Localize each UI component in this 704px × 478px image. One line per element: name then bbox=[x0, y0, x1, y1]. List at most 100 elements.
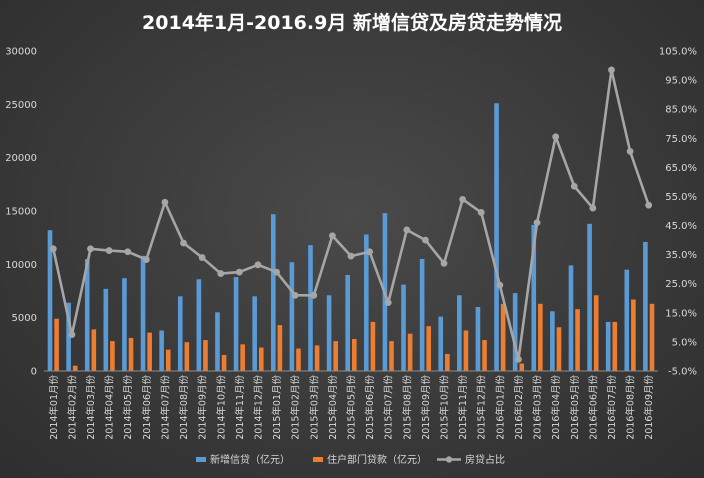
y-right-tick-6: 55.0% bbox=[665, 192, 697, 203]
household-bar-27 bbox=[556, 327, 562, 371]
mortgage-ratio-point-25 bbox=[515, 355, 522, 363]
mortgage-ratio-point-7 bbox=[180, 239, 187, 247]
household-bar-9 bbox=[221, 355, 227, 371]
household-bar-18 bbox=[389, 341, 394, 371]
mortgage-ratio-point-29 bbox=[589, 204, 597, 212]
household-bar-30 bbox=[612, 321, 618, 371]
y-left-tick-5: 25000 bbox=[5, 100, 37, 111]
mortgage-ratio-point-4 bbox=[124, 248, 132, 256]
household-bar-5 bbox=[147, 332, 152, 371]
x-tick-0: 2014年01月份 bbox=[48, 375, 60, 440]
line-layer bbox=[49, 66, 653, 363]
x-tick-16: 2015年05月份 bbox=[346, 375, 358, 440]
household-bar-0 bbox=[54, 318, 59, 371]
credit-bar-12 bbox=[270, 214, 276, 371]
household-bar-22 bbox=[463, 330, 469, 371]
y-right-tick-11: 105.0% bbox=[659, 47, 697, 58]
y-right-tick-2: 15.0% bbox=[665, 308, 697, 319]
household-bar-29 bbox=[593, 295, 599, 371]
x-tick-28: 2016年05月份 bbox=[569, 375, 581, 440]
household-bar-14 bbox=[314, 345, 320, 371]
household-bar-7 bbox=[184, 342, 190, 371]
x-tick-27: 2016年04月份 bbox=[550, 375, 562, 440]
credit-bar-7 bbox=[177, 296, 183, 371]
household-bar-17 bbox=[370, 321, 376, 371]
mortgage-ratio-point-3 bbox=[105, 247, 113, 254]
legend-marker-2 bbox=[445, 456, 453, 463]
credit-bar-20 bbox=[419, 259, 425, 371]
mortgage-ratio-point-32 bbox=[645, 201, 653, 209]
mortgage-ratio-point-2 bbox=[87, 245, 94, 253]
household-bar-16 bbox=[352, 339, 357, 371]
x-tick-23: 2015年12月份 bbox=[476, 375, 488, 440]
credit-bar-14 bbox=[308, 245, 313, 371]
mortgage-ratio-point-13 bbox=[291, 291, 299, 299]
credit-bar-9 bbox=[215, 312, 220, 371]
credit-bar-1 bbox=[66, 302, 71, 371]
mortgage-ratio-point-5 bbox=[142, 256, 150, 263]
household-bar-23 bbox=[482, 340, 487, 371]
household-bar-15 bbox=[333, 341, 338, 371]
x-tick-17: 2015年06月份 bbox=[364, 375, 376, 440]
mortgage-ratio-point-24 bbox=[496, 281, 504, 289]
x-tick-4: 2014年05月份 bbox=[122, 375, 134, 440]
x-tick-26: 2016年03月份 bbox=[532, 375, 544, 440]
credit-bar-17 bbox=[364, 234, 369, 371]
mortgage-ratio-point-0 bbox=[49, 245, 57, 253]
credit-bar-25 bbox=[512, 293, 518, 371]
credit-bar-27 bbox=[550, 311, 555, 371]
household-bar-2 bbox=[91, 329, 97, 371]
credit-bar-4 bbox=[122, 278, 127, 371]
mortgage-ratio-point-22 bbox=[459, 195, 467, 203]
mortgage-ratio-point-11 bbox=[254, 261, 262, 269]
credit-bar-5 bbox=[140, 255, 146, 371]
mortgage-ratio-point-10 bbox=[235, 268, 243, 276]
credit-bar-23 bbox=[475, 307, 481, 371]
chart-title: 2014年1月-2016.9月 新增信贷及房贷走势情况 bbox=[142, 12, 562, 34]
credit-bar-2 bbox=[84, 259, 90, 371]
y-left-tick-6: 30000 bbox=[5, 47, 37, 58]
credit-bar-8 bbox=[196, 279, 202, 371]
y-right-tick-1: 5.0% bbox=[672, 337, 697, 348]
x-tick-1: 2014年02月份 bbox=[66, 375, 78, 440]
y-right-tick-10: 95.0% bbox=[665, 76, 697, 87]
x-tick-31: 2016年08月份 bbox=[625, 375, 637, 440]
x-tick-5: 2014年06月份 bbox=[141, 375, 153, 440]
x-tick-10: 2014年11月份 bbox=[234, 375, 246, 440]
x-tick-2: 2014年03月份 bbox=[85, 375, 97, 440]
x-tick-9: 2014年10月份 bbox=[215, 375, 227, 440]
legend-label-2: 房贷占比 bbox=[465, 453, 505, 466]
x-tick-15: 2015年04月份 bbox=[327, 375, 339, 440]
legend-layer: 新增信贷（亿元） 住户部门贷款（亿元） 房贷占比 bbox=[196, 453, 505, 466]
household-bar-26 bbox=[538, 303, 543, 371]
household-bar-4 bbox=[128, 337, 134, 371]
y-right-tick-9: 85.0% bbox=[665, 105, 697, 116]
x-tick-18: 2015年07月份 bbox=[383, 375, 395, 440]
household-bar-1 bbox=[72, 365, 78, 371]
y-right-tick-3: 25.0% bbox=[665, 279, 697, 290]
credit-bar-11 bbox=[252, 296, 257, 371]
credit-bar-32 bbox=[643, 241, 648, 371]
x-tick-32: 2016年09月份 bbox=[643, 375, 655, 440]
credit-bar-30 bbox=[605, 321, 611, 371]
mortgage-ratio-point-23 bbox=[477, 209, 485, 216]
household-bar-10 bbox=[240, 344, 245, 371]
mortgage-ratio-point-14 bbox=[310, 291, 318, 299]
y-right-tick-0: -5.0% bbox=[668, 367, 697, 378]
y-left-tick-0: 0 bbox=[31, 367, 37, 378]
x-tick-6: 2014年07月份 bbox=[159, 375, 171, 440]
x-tick-14: 2015年03月份 bbox=[308, 375, 320, 440]
mortgage-ratio-point-16 bbox=[347, 252, 355, 260]
household-bar-13 bbox=[296, 348, 301, 371]
mortgage-ratio-point-1 bbox=[68, 331, 76, 339]
mortgage-ratio-point-19 bbox=[403, 226, 411, 234]
household-bar-32 bbox=[649, 303, 655, 371]
mortgage-ratio-point-6 bbox=[161, 198, 169, 206]
y-right-tick-5: 45.0% bbox=[665, 221, 697, 232]
credit-bar-28 bbox=[568, 265, 574, 371]
credit-bar-15 bbox=[326, 295, 332, 371]
credit-bar-19 bbox=[401, 284, 406, 371]
x-tick-24: 2016年01月份 bbox=[494, 375, 506, 440]
household-bar-25 bbox=[519, 363, 525, 371]
legend-swatch-1 bbox=[313, 457, 323, 462]
